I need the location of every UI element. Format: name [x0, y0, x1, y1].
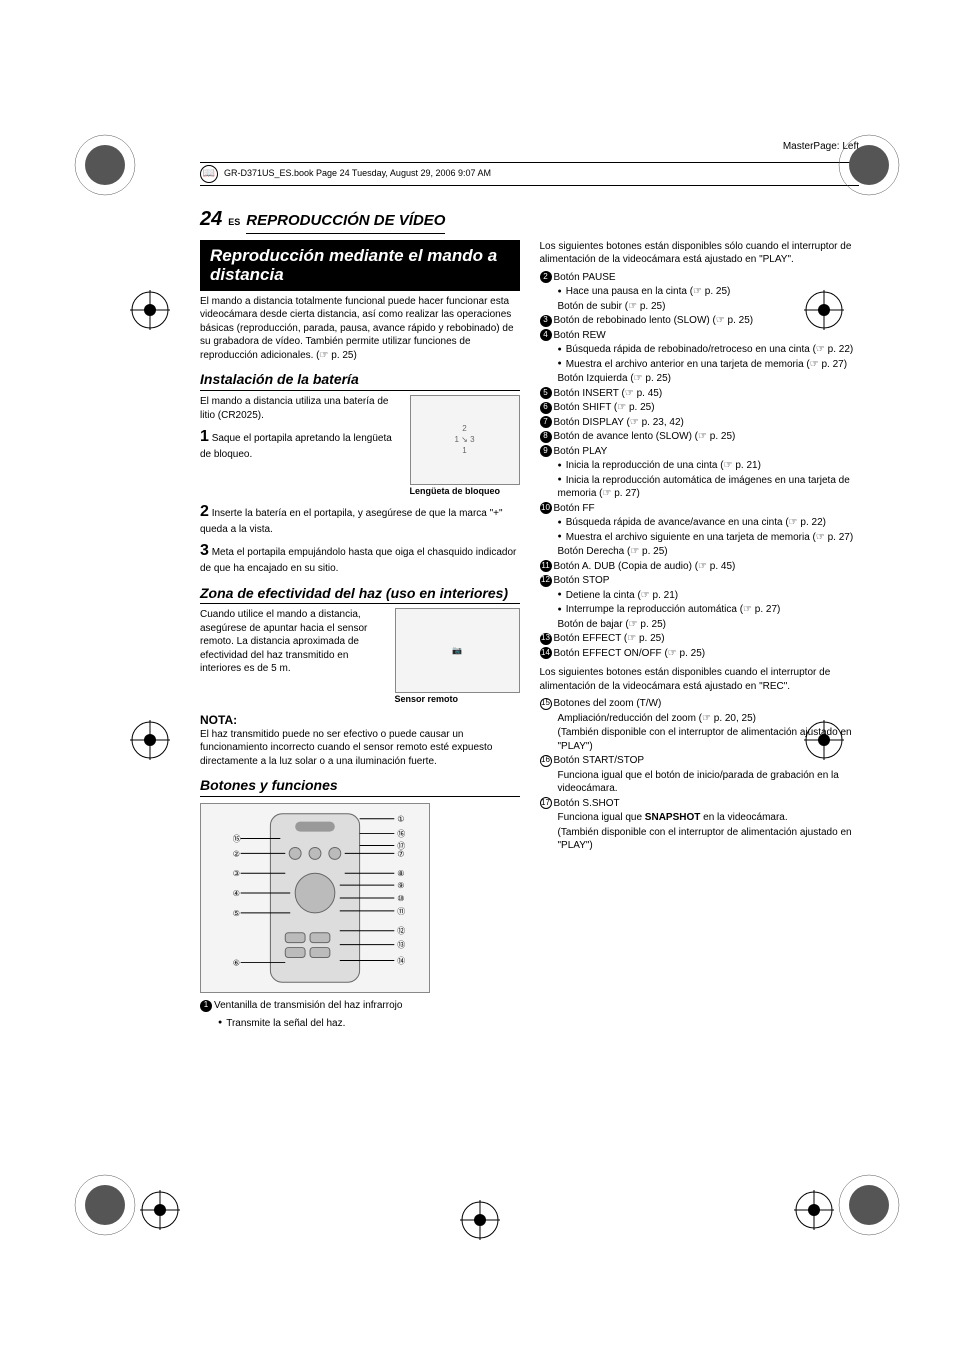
svg-text:⑮: ⑮ [233, 835, 241, 844]
page-number: 24 [200, 206, 222, 233]
svg-text:⑪: ⑪ [397, 907, 405, 916]
nota-text: El haz transmitido puede no ser efectivo… [200, 728, 520, 769]
btn-effect-onoff: 14Botón EFFECT ON/OFF (☞ p. 25) [540, 647, 860, 661]
regmark-top-left [70, 130, 140, 200]
svg-text:⑧: ⑧ [397, 869, 404, 878]
btn-stop: 12Botón STOP [540, 574, 860, 588]
step-1: 1 Saque el portapila apretando la lengüe… [200, 426, 404, 461]
battery-heading: Instalación de la batería [200, 370, 520, 391]
btn-stop-b: Interrumpe la reproducción automática (☞… [558, 603, 860, 617]
btn-play: 9Botón PLAY [540, 445, 860, 459]
btn-ff: 10Botón FF [540, 502, 860, 516]
svg-text:⑫: ⑫ [397, 927, 405, 936]
lang-code: ES [228, 216, 240, 228]
btn-slow-fwd: 8Botón de avance lento (SLOW) (☞ p. 25) [540, 430, 860, 444]
section-title: REPRODUCCIÓN DE VÍDEO [246, 211, 445, 234]
svg-text:⑨: ⑨ [397, 881, 404, 890]
btn-rew-c: Botón Izquierda (☞ p. 25) [558, 372, 860, 386]
btn-display: 7Botón DISPLAY (☞ p. 23, 42) [540, 416, 860, 430]
beam-heading: Zona de efectividad del haz (uso en inte… [200, 584, 520, 605]
btn-ff-c: Botón Derecha (☞ p. 25) [558, 545, 860, 559]
rec-intro: Los siguientes botones están disponibles… [540, 666, 860, 693]
btn-rew-b: Muestra el archivo anterior en una tarje… [558, 358, 860, 372]
btn-ff-b: Muestra el archivo siguiente en una tarj… [558, 531, 860, 545]
btn-rew: 4Botón REW [540, 329, 860, 343]
sensor-caption: Sensor remoto [395, 693, 520, 705]
svg-text:⑥: ⑥ [233, 959, 240, 968]
regmark-left [130, 290, 170, 330]
sensor-figure: 📷 [395, 608, 520, 693]
book-icon: 📖 [200, 165, 218, 183]
regmark-mid-left [130, 720, 170, 760]
right-column: Los siguientes botones están disponibles… [540, 240, 860, 1034]
svg-text:⑦: ⑦ [397, 850, 404, 859]
item-1-sub: Transmite la señal del haz. [218, 1017, 520, 1031]
intro-text: El mando a distancia totalmente funciona… [200, 295, 520, 363]
step-3: 3 Meta el portapila empujándolo hasta qu… [200, 540, 520, 575]
svg-text:⑭: ⑭ [397, 957, 405, 966]
btn-rew-a: Búsqueda rápida de rebobinado/retroceso … [558, 343, 860, 357]
beam-text: Cuando utilice el mando a distancia, ase… [200, 608, 389, 701]
battery-figure-caption: Lengüeta de bloqueo [410, 485, 520, 497]
item-1: 1Ventanilla de transmisión del haz infra… [200, 999, 520, 1013]
page-heading-row: 24 ES REPRODUCCIÓN DE VÍDEO [200, 206, 859, 234]
book-header-text: GR-D371US_ES.book Page 24 Tuesday, Augus… [224, 167, 491, 179]
regmark-br2 [794, 1190, 834, 1230]
book-header-line: 📖 GR-D371US_ES.book Page 24 Tuesday, Aug… [200, 162, 859, 186]
regmark-bottom-left [70, 1170, 140, 1240]
buttons-heading: Botones y funciones [200, 776, 520, 797]
btn-pause: 2Botón PAUSE [540, 271, 860, 285]
svg-text:⑩: ⑩ [397, 894, 404, 903]
btn-stop-a: Detiene la cinta (☞ p. 21) [558, 589, 860, 603]
regmark-top-right [834, 130, 904, 200]
btn-ff-a: Búsqueda rápida de avance/avance en una … [558, 516, 860, 530]
play-intro: Los siguientes botones están disponibles… [540, 240, 860, 267]
regmark-bottom-right [834, 1170, 904, 1240]
btn-startstop-a: Funciona igual que el botón de inicio/pa… [558, 769, 860, 796]
battery-intro: El mando a distancia utiliza una batería… [200, 395, 404, 422]
svg-text:⑯: ⑯ [397, 830, 405, 839]
btn-shift: 6Botón SHIFT (☞ p. 25) [540, 401, 860, 415]
btn-adub: 11Botón A. DUB (Copia de audio) (☞ p. 45… [540, 560, 860, 574]
btn-effect: 13Botón EFFECT (☞ p. 25) [540, 632, 860, 646]
regmark-mid-right [804, 720, 844, 760]
btn-sshot-b: (También disponible con el interruptor d… [558, 826, 860, 853]
svg-text:⑤: ⑤ [233, 909, 240, 918]
svg-text:④: ④ [233, 889, 240, 898]
btn-insert: 5Botón INSERT (☞ p. 45) [540, 387, 860, 401]
battery-figure: 21 ↘ 31 [410, 395, 520, 485]
masterpage-label: MasterPage: Left [200, 140, 859, 154]
step-2: 2 Inserte la batería en el portapila, y … [200, 501, 520, 536]
left-column: Reproducción mediante el mando a distanc… [200, 240, 520, 1034]
svg-text:②: ② [233, 850, 240, 859]
nota-label: NOTA: [200, 712, 520, 728]
btn-sshot-a: Funciona igual que SNAPSHOT en la videoc… [558, 811, 860, 825]
svg-text:③: ③ [233, 869, 240, 878]
btn-sshot: 17Botón S.SHOT [540, 797, 860, 811]
regmark-bottom-mid [460, 1200, 500, 1240]
svg-text:①: ① [397, 815, 404, 824]
btn-play-a: Inicia la reproducción de una cinta (☞ p… [558, 459, 860, 473]
btn-zoom: 15Botones del zoom (T/W) [540, 697, 860, 711]
remote-figure: ② ③ ④ ⑤ ⑥ ⑮ ① ⑯ ⑰ ⑦ ⑧ ⑨ ⑩ ⑪ ⑫ ⑬ ⑭ [200, 803, 430, 993]
regmark-bl2 [140, 1190, 180, 1230]
regmark-right [804, 290, 844, 330]
svg-text:⑬: ⑬ [397, 941, 405, 950]
btn-stop-c: Botón de bajar (☞ p. 25) [558, 618, 860, 632]
main-title: Reproducción mediante el mando a distanc… [200, 240, 520, 291]
btn-play-b: Inicia la reproducción automática de imá… [558, 474, 860, 501]
